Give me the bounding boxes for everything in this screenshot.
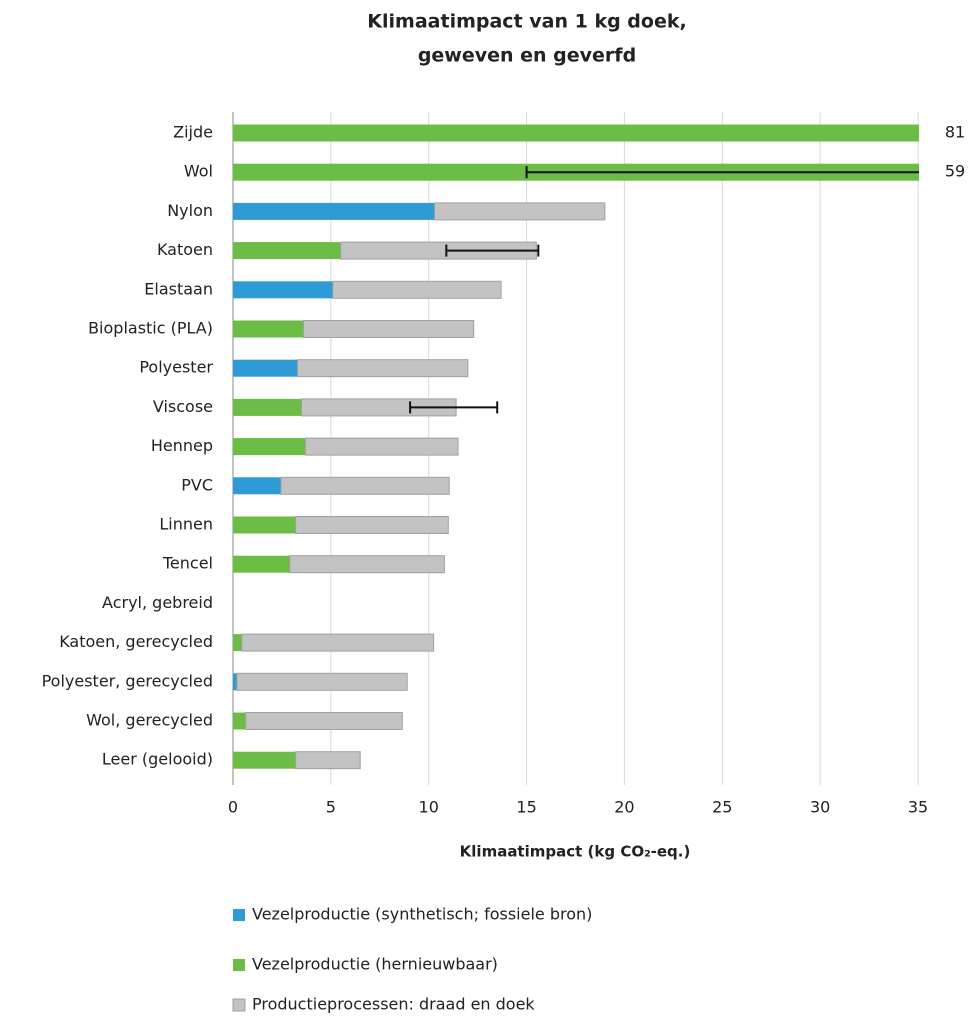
bar-segment xyxy=(233,202,435,220)
legend-label: Vezelproductie (hernieuwbaar) xyxy=(252,955,498,974)
bar-segment xyxy=(233,281,333,299)
y-tick-label: Katoen xyxy=(157,240,213,259)
bar-segment xyxy=(295,751,361,770)
error-bar xyxy=(525,166,919,179)
bar-segment xyxy=(233,477,281,495)
x-axis-title: Klimaatimpact (kg CO₂-eq.) xyxy=(460,843,691,861)
x-tick-label: 25 xyxy=(712,798,732,817)
y-tick-label: Polyester, gerecycled xyxy=(42,671,213,690)
bar-segment xyxy=(236,672,408,691)
bar-segment xyxy=(332,280,502,299)
bar-segment xyxy=(295,516,449,534)
bar-segment xyxy=(233,398,302,416)
x-tick-label: 15 xyxy=(516,798,536,817)
bar-segment xyxy=(297,359,469,378)
bar-segment xyxy=(434,202,606,221)
y-tick-label: Zijde xyxy=(173,123,213,142)
bar-segment xyxy=(304,437,459,456)
y-tick-label: Leer (gelooid) xyxy=(102,750,213,769)
error-bar xyxy=(445,244,540,257)
y-tick-label: Nylon xyxy=(167,201,213,220)
y-tick-label: Hennep xyxy=(151,436,213,455)
bar-segment xyxy=(233,320,304,338)
data-label: 59 xyxy=(945,162,965,181)
plot-area xyxy=(233,124,919,770)
error-bar xyxy=(409,401,499,414)
x-tick-label: 20 xyxy=(614,798,634,817)
x-tick-label: 5 xyxy=(326,798,336,817)
y-tick-label: Polyester xyxy=(139,358,213,377)
bar-segment xyxy=(233,555,290,573)
y-tick-label: Viscose xyxy=(153,397,213,416)
chart-title: Klimaatimpact van 1 kg doek, xyxy=(367,11,686,33)
bar-segment xyxy=(233,242,341,260)
bar-segment xyxy=(280,476,450,495)
bar-segment xyxy=(241,633,435,652)
y-tick-label: Katoen, gerecycled xyxy=(59,632,213,651)
x-tick-label: 35 xyxy=(908,798,928,817)
bar-segment xyxy=(233,438,306,456)
y-tick-label: PVC xyxy=(181,475,213,494)
legend-label: Productieprocessen: draad en doek xyxy=(252,995,535,1014)
bar-segment xyxy=(302,320,475,338)
x-tick-label: 10 xyxy=(419,798,439,817)
y-tick-label: Linnen xyxy=(159,515,213,534)
y-tick-label: Acryl, gebreid xyxy=(102,593,213,612)
bar-segment xyxy=(233,516,296,534)
y-tick-label: Bioplastic (PLA) xyxy=(88,319,213,338)
y-tick-label: Wol, gerecycled xyxy=(86,711,213,730)
bar-segment xyxy=(233,359,298,377)
x-tick-label: 30 xyxy=(810,798,830,817)
chart-title: geweven en geverfd xyxy=(418,45,636,67)
bar-segment xyxy=(233,124,919,142)
data-label: 81 xyxy=(945,123,965,142)
bar-segment xyxy=(233,751,296,769)
y-tick-label: Elastaan xyxy=(144,279,213,298)
legend-swatch xyxy=(232,998,246,1012)
bar-segment xyxy=(233,712,246,730)
legend-label: Vezelproductie (synthetisch; fossiele br… xyxy=(252,905,592,924)
bar-segment xyxy=(289,555,445,574)
y-tick-label: Tencel xyxy=(162,554,213,573)
y-tick-label: Wol xyxy=(184,162,213,181)
bar-segment xyxy=(245,712,403,730)
x-tick-label: 0 xyxy=(228,798,238,817)
legend-swatch xyxy=(233,909,245,921)
bar-segment xyxy=(233,634,242,652)
bar-segment xyxy=(233,673,237,691)
legend-swatch xyxy=(233,959,245,971)
